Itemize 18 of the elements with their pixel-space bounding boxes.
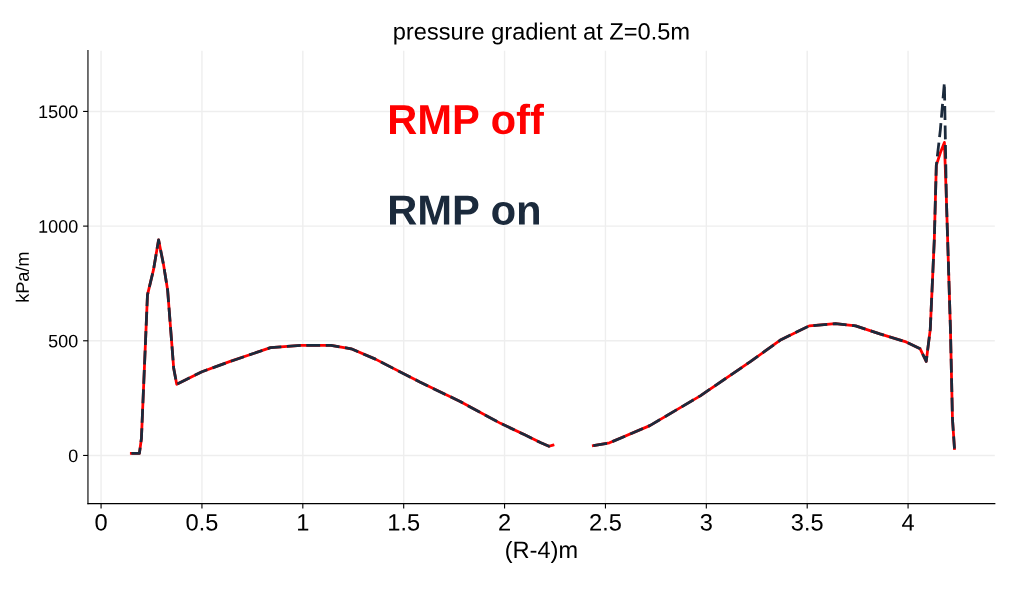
y-tick-label: 0: [68, 449, 78, 463]
y-tick-label: 1000: [39, 220, 78, 233]
x-tick-label: 1: [298, 514, 309, 531]
x-tick-label: 0.5: [186, 513, 218, 531]
y-axis-title: kPa/m: [15, 252, 29, 302]
text: RMP on: [390, 195, 539, 225]
y-tick-label: 1500: [39, 105, 78, 119]
x-tick-label: 4: [902, 514, 914, 531]
x-axis-title: (R-4)m: [506, 540, 577, 563]
x-tick-label: 0: [95, 513, 107, 531]
chart-title: pressure gradient at Z=0.5m: [394, 22, 689, 45]
y-tick-label: 500: [48, 334, 78, 348]
text: RMP off: [390, 103, 544, 135]
x-tick-label: 1.5: [389, 514, 420, 531]
x-tick-label: 3.5: [791, 513, 823, 531]
x-tick-label: 2.5: [590, 513, 621, 531]
x-tick-label: 3: [700, 513, 712, 531]
x-tick-label: 2: [499, 513, 510, 531]
